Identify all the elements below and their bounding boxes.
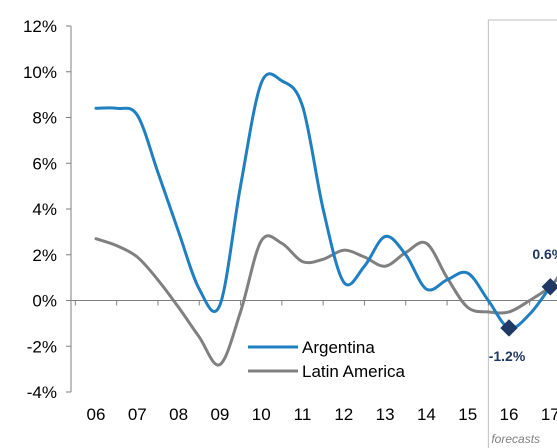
legend-label-latin-america: Latin America [302, 362, 406, 381]
series-line-latin-america [94, 234, 557, 367]
y-tick-label: 10% [23, 63, 57, 82]
x-tick-label: 07 [128, 405, 147, 424]
series-lines [94, 72, 557, 367]
series-line-argentina [94, 72, 552, 330]
y-tick-label: 4% [32, 200, 57, 219]
y-tick-label: 8% [32, 109, 57, 128]
x-tick-label: 10 [252, 405, 271, 424]
x-axis-tick-labels: 06 07 08 09 10 11 12 13 14 15 16 17 [87, 405, 557, 424]
data-label: -1.2% [489, 348, 526, 364]
marker-diamond [541, 278, 557, 296]
x-tick-label: 11 [294, 405, 312, 424]
y-tick-label: -2% [27, 337, 57, 356]
data-label: 0.6% [532, 246, 557, 262]
y-tick-label: -4% [27, 383, 57, 402]
x-tick-label: 06 [87, 405, 106, 424]
x-tick-label: 09 [210, 405, 229, 424]
legend: Argentina Latin America [248, 338, 406, 381]
legend-label-argentina: Argentina [302, 338, 375, 357]
data-markers: -1.2% 0.6% [489, 246, 557, 364]
x-tick-label: 08 [169, 405, 188, 424]
x-tick-label: 12 [334, 405, 353, 424]
x-axis-tick-marks [74, 300, 531, 306]
marker-diamond [500, 319, 518, 337]
x-tick-label: 14 [417, 405, 436, 424]
forecast-region [487, 19, 557, 448]
x-tick-label: 13 [376, 405, 395, 424]
y-tick-label: 6% [32, 154, 57, 173]
y-axis-tick-marks [66, 25, 71, 393]
x-tick-label: 15 [458, 405, 477, 424]
forecast-label: forecasts [491, 432, 540, 446]
x-tick-label: 17 [541, 405, 557, 424]
y-axis-tick-labels: 12% 10% 8% 6% 4% 2% 0% -2% -4% [23, 17, 57, 402]
y-tick-label: 0% [32, 292, 57, 311]
y-tick-label: 12% [23, 17, 57, 36]
x-tick-label: 16 [500, 405, 519, 424]
y-tick-label: 2% [32, 246, 57, 265]
